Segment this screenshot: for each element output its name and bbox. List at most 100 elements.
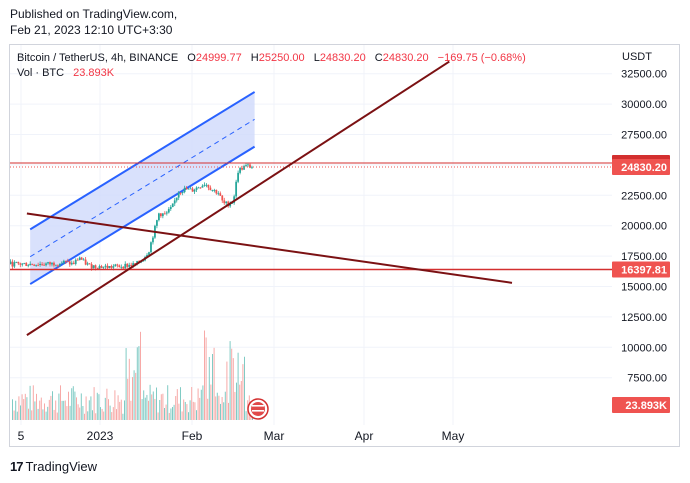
volume-bar [120, 399, 122, 420]
volume-label-text: 23.893K [625, 400, 667, 412]
x-tick-label: Mar [264, 429, 285, 443]
volume-bar [162, 393, 164, 420]
volume-bar [215, 396, 217, 420]
volume-bar [183, 399, 185, 420]
volume-bar [23, 399, 25, 420]
volume-bar [111, 412, 113, 420]
candle-body [37, 264, 40, 266]
volume-bar [117, 395, 119, 420]
symbol-label[interactable]: Bitcoin / TetherUS, 4h, BINANCE [17, 52, 179, 64]
open-value: 24999.77 [195, 52, 242, 64]
volume-bar [106, 388, 108, 420]
candle-body [134, 263, 137, 265]
volume-bar [152, 391, 154, 420]
volume-bar [186, 404, 188, 420]
price-label-box [612, 158, 670, 175]
volume-bar [42, 409, 44, 420]
candle-body [25, 262, 28, 266]
volume-bar [114, 390, 116, 420]
candle-body [108, 265, 111, 268]
candle-body [205, 184, 208, 186]
volume-bar [61, 400, 63, 420]
candle-body [211, 189, 214, 191]
volume-bar [130, 400, 132, 420]
volume-bar [202, 385, 204, 420]
y-tick-label: 7500.00 [627, 373, 667, 385]
candle-body [213, 189, 216, 191]
candle-body [124, 263, 127, 269]
volume-bar [168, 412, 170, 420]
candle-body [209, 187, 212, 191]
candle-body [173, 200, 176, 204]
tradingview-logo-icon: 17 [10, 459, 24, 474]
y-tick-label: 15000.00 [621, 282, 667, 294]
volume-bar [133, 370, 135, 420]
candle-body [189, 188, 192, 190]
candle-body [225, 201, 228, 204]
volume-bar [157, 412, 159, 420]
volume-bar [74, 391, 76, 420]
volume-bar [156, 387, 157, 420]
volume-bar [184, 401, 186, 420]
volume-bar [132, 377, 133, 420]
candle-body [175, 197, 178, 201]
volume-bar [116, 409, 117, 420]
volume-bar [175, 396, 177, 420]
candle-body [11, 261, 14, 267]
volume-bar [204, 330, 205, 420]
volume-bar [188, 412, 189, 420]
candle-body [181, 192, 184, 193]
x-tick-label: Feb [182, 429, 203, 443]
volume-bar [207, 398, 209, 420]
volume-bar [167, 385, 169, 420]
candle-body [84, 259, 87, 265]
volume-bar [159, 399, 161, 420]
candle-body [112, 266, 115, 268]
candle-body [120, 266, 123, 268]
volume-bar [160, 394, 162, 420]
volume-bar [224, 391, 226, 420]
volume-bar [239, 384, 241, 420]
volume-bar [240, 380, 242, 420]
candle-body [156, 220, 158, 226]
candle-body [17, 261, 20, 264]
candle-body [243, 166, 245, 170]
volume-bar [199, 397, 201, 420]
volume-bar [154, 398, 156, 420]
candle-body [64, 260, 67, 262]
volume-bar [82, 405, 84, 420]
candle-body [27, 265, 30, 267]
candle-body [193, 189, 196, 192]
candle-body [76, 259, 79, 261]
volume-bar [48, 399, 50, 420]
candle-body [114, 264, 117, 267]
candle-body [82, 259, 85, 261]
volume-bar [101, 408, 103, 420]
volume-bar [66, 406, 68, 420]
candle-body [39, 263, 41, 265]
candle-body [217, 193, 220, 195]
footer-brand[interactable]: 17 TradingView [10, 459, 97, 474]
flag-icon [247, 398, 269, 420]
candle-body [80, 257, 83, 260]
volume-bar [232, 358, 234, 420]
volume-bar [191, 386, 193, 420]
volume-bar [77, 404, 79, 420]
publish-info: Published on TradingView.com, Feb 21, 20… [10, 6, 177, 38]
candle-body [15, 261, 18, 263]
candle-body [35, 264, 38, 266]
candle-body [78, 257, 81, 261]
candle-body [21, 263, 24, 265]
volume-label[interactable]: Vol · BTC [17, 67, 65, 79]
volume-bar [108, 399, 109, 420]
volume-bar [90, 396, 92, 420]
candle-body [60, 262, 63, 264]
candle-body [88, 263, 91, 265]
volume-bar [29, 385, 31, 420]
candle-body [53, 262, 55, 266]
volume-bar [228, 402, 229, 420]
volume-bar [39, 400, 41, 420]
volume-bar [31, 410, 33, 420]
volume-bar [151, 394, 153, 420]
